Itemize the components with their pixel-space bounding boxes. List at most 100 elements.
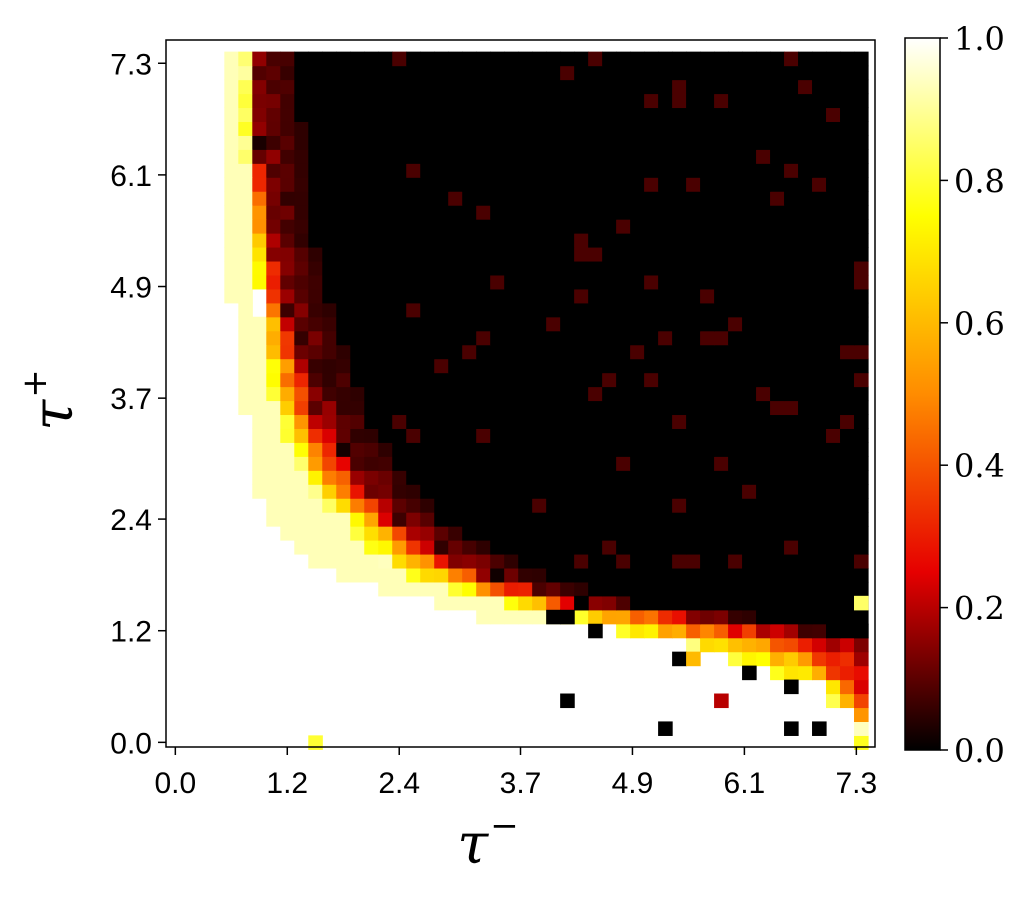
heatmap-cell bbox=[336, 358, 351, 374]
heatmap-cell bbox=[714, 637, 729, 653]
heatmap-cell bbox=[714, 526, 729, 541]
heatmap-cell bbox=[742, 233, 757, 248]
heatmap-cell bbox=[364, 442, 379, 457]
heatmap-cell bbox=[616, 330, 631, 346]
heatmap-cell bbox=[280, 274, 295, 290]
heatmap-cell bbox=[854, 721, 869, 736]
heatmap-cell bbox=[434, 386, 449, 402]
heatmap-cell bbox=[840, 484, 855, 499]
heatmap-cell bbox=[714, 609, 729, 625]
heatmap-cell bbox=[826, 302, 841, 318]
heatmap-cell bbox=[532, 540, 547, 555]
heatmap-cell bbox=[546, 400, 561, 416]
heatmap-cell bbox=[616, 177, 631, 192]
heatmap-cell bbox=[532, 553, 547, 569]
heatmap-cell bbox=[742, 498, 757, 513]
heatmap-cell bbox=[812, 260, 827, 276]
heatmap-cell bbox=[854, 177, 869, 192]
heatmap-cell bbox=[504, 121, 519, 136]
heatmap-cell bbox=[308, 149, 323, 164]
heatmap-cell bbox=[504, 442, 519, 457]
heatmap-cell bbox=[406, 121, 421, 136]
heatmap-cell bbox=[602, 470, 617, 485]
heatmap-cell bbox=[742, 302, 757, 318]
heatmap-cell bbox=[854, 414, 869, 429]
heatmap-cell bbox=[294, 512, 309, 527]
heatmap-cell bbox=[742, 79, 757, 95]
heatmap-cell bbox=[392, 330, 407, 346]
heatmap-cell bbox=[280, 107, 295, 122]
heatmap-cell bbox=[378, 400, 393, 416]
heatmap-cell bbox=[448, 177, 463, 192]
heatmap-cell bbox=[602, 567, 617, 583]
heatmap-cell bbox=[546, 177, 561, 192]
heatmap-cell bbox=[588, 246, 603, 262]
heatmap-cell bbox=[224, 205, 239, 220]
heatmap-cell bbox=[630, 400, 645, 416]
heatmap-cell bbox=[770, 637, 785, 653]
heatmap-cell bbox=[532, 288, 547, 304]
heatmap-cell bbox=[560, 79, 575, 95]
heatmap-cell bbox=[672, 400, 687, 416]
heatmap-cell bbox=[518, 609, 533, 625]
heatmap-cell bbox=[238, 191, 253, 206]
heatmap-cell bbox=[420, 386, 435, 402]
colorbar-tick-label: 1.0 bbox=[954, 20, 1005, 58]
heatmap-cell bbox=[532, 386, 547, 402]
heatmap-cell bbox=[294, 219, 309, 234]
heatmap-cell bbox=[392, 93, 407, 109]
heatmap-cell bbox=[826, 498, 841, 513]
heatmap-cell bbox=[294, 288, 309, 304]
heatmap-cell bbox=[378, 372, 393, 388]
heatmap-cell bbox=[546, 456, 561, 471]
heatmap-cell bbox=[392, 288, 407, 304]
heatmap-cell bbox=[812, 414, 827, 429]
heatmap-cell bbox=[476, 51, 491, 67]
heatmap-cell bbox=[728, 107, 743, 122]
heatmap-cell bbox=[434, 442, 449, 457]
heatmap-cell bbox=[714, 288, 729, 304]
heatmap-cell bbox=[826, 219, 841, 234]
heatmap-cell bbox=[378, 274, 393, 290]
heatmap-cell bbox=[336, 260, 351, 276]
heatmap-cell bbox=[574, 219, 589, 234]
heatmap-cell bbox=[672, 93, 687, 109]
heatmap-cell bbox=[308, 121, 323, 136]
heatmap-cell bbox=[462, 177, 477, 192]
heatmap-cell bbox=[686, 484, 701, 499]
heatmap-cell bbox=[406, 372, 421, 388]
heatmap-cell bbox=[448, 595, 463, 611]
heatmap-cell bbox=[336, 246, 351, 262]
heatmap-cell bbox=[826, 609, 841, 625]
heatmap-cell bbox=[756, 428, 771, 443]
heatmap-cell bbox=[686, 372, 701, 388]
heatmap-cell bbox=[448, 428, 463, 443]
heatmap-cell bbox=[672, 316, 687, 332]
heatmap-cell bbox=[280, 205, 295, 220]
heatmap-cell bbox=[336, 553, 351, 569]
heatmap-cell bbox=[644, 302, 659, 318]
heatmap-cell bbox=[658, 205, 673, 220]
heatmap-cell bbox=[826, 107, 841, 122]
heatmap-cell bbox=[490, 428, 505, 443]
heatmap-cell bbox=[378, 526, 393, 541]
heatmap-cell bbox=[602, 581, 617, 597]
heatmap-cell bbox=[532, 456, 547, 471]
heatmap-cell bbox=[560, 372, 575, 388]
heatmap-cell bbox=[574, 428, 589, 443]
heatmap-cell bbox=[322, 79, 337, 95]
heatmap-cell bbox=[462, 428, 477, 443]
heatmap-cell bbox=[252, 79, 267, 95]
heatmap-cell bbox=[602, 135, 617, 150]
heatmap-cell bbox=[714, 567, 729, 583]
heatmap-cell bbox=[728, 233, 743, 248]
heatmap-cell bbox=[588, 51, 603, 67]
heatmap-cell bbox=[280, 163, 295, 178]
heatmap-cell bbox=[392, 358, 407, 374]
heatmap-cell bbox=[756, 51, 771, 67]
heatmap-cell bbox=[532, 246, 547, 262]
heatmap-cell bbox=[728, 246, 743, 262]
heatmap-cell bbox=[728, 623, 743, 639]
heatmap-cell bbox=[448, 302, 463, 318]
heatmap-cell bbox=[252, 135, 267, 150]
